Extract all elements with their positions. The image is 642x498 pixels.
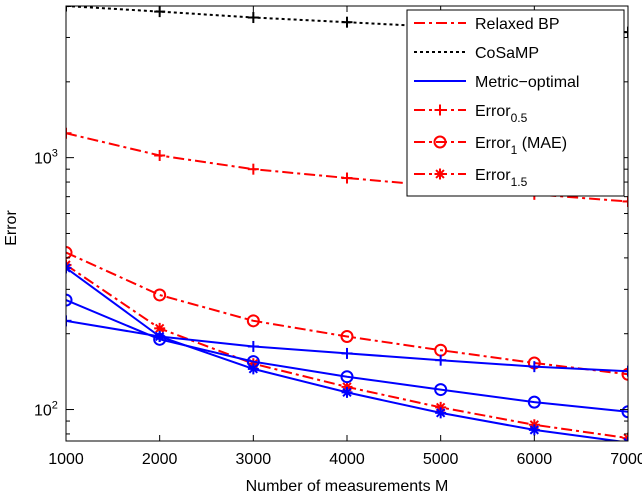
data-point-4-0 bbox=[66, 315, 72, 327]
data-point-1-0 bbox=[66, 127, 72, 139]
data-point-2-0 bbox=[66, 246, 73, 260]
data-point-5-4 bbox=[434, 383, 448, 397]
data-point-6-5 bbox=[528, 424, 540, 436]
legend-marker-5 bbox=[434, 168, 446, 180]
legend-label-5: Error1.5 bbox=[475, 167, 528, 189]
x-tick-label-1: 2000 bbox=[142, 451, 178, 468]
data-point-1-6 bbox=[622, 195, 628, 207]
data-point-6-1 bbox=[154, 330, 166, 342]
data-point-2-3 bbox=[340, 329, 354, 343]
legend-label-2: Metric−optimal bbox=[475, 74, 579, 91]
data-point-6-0 bbox=[66, 262, 72, 274]
legend: Relaxed BP CoSaMP Metric−optimal Error0.5 Er… bbox=[406, 9, 625, 197]
data-point-6-6 bbox=[623, 436, 628, 441]
data-point-0-3 bbox=[341, 16, 353, 28]
legend-label-3: Error0.5 bbox=[475, 103, 528, 125]
x-axis-label: Number of measurements M bbox=[246, 478, 449, 495]
x-tick-label-5: 6000 bbox=[517, 451, 553, 468]
x-tick-label-3: 4000 bbox=[329, 451, 365, 468]
data-point-6-4 bbox=[435, 407, 447, 419]
data-point-1-1 bbox=[154, 149, 166, 161]
data-point-4-2 bbox=[247, 340, 259, 352]
legend-label-4: Error1 (MAE) bbox=[475, 135, 567, 157]
data-point-5-3 bbox=[340, 370, 354, 384]
data-point-2-1 bbox=[153, 288, 167, 302]
x-tick-label-2: 3000 bbox=[236, 451, 272, 468]
data-point-6-3 bbox=[341, 386, 353, 398]
legend-label-1: CoSaMP bbox=[475, 45, 539, 62]
data-point-4-6 bbox=[622, 365, 628, 377]
x-tick-label-0: 1000 bbox=[48, 451, 84, 468]
y-tick-label-0: 102 bbox=[34, 400, 58, 420]
data-point-4-4 bbox=[435, 354, 447, 366]
legend-marker-4 bbox=[433, 135, 447, 149]
data-point-0-2 bbox=[247, 12, 259, 24]
data-point-5-0 bbox=[66, 293, 73, 307]
series-group bbox=[66, 6, 628, 441]
plot-area bbox=[66, 6, 628, 441]
data-point-6-2 bbox=[247, 363, 259, 375]
data-point-4-5 bbox=[528, 361, 540, 373]
x-tick-label-6: 7000 bbox=[610, 451, 642, 468]
y-tick-label-1: 103 bbox=[34, 148, 58, 168]
legend-box bbox=[406, 9, 625, 197]
x-tick-label-4: 5000 bbox=[423, 451, 459, 468]
legend-marker-3 bbox=[434, 104, 446, 116]
data-point-4-3 bbox=[341, 347, 353, 359]
data-point-1-2 bbox=[247, 163, 259, 175]
legend-label-0: Relaxed BP bbox=[475, 16, 560, 33]
data-point-5-5 bbox=[527, 395, 541, 409]
data-point-1-3 bbox=[341, 172, 353, 184]
y-axis-label: Error bbox=[3, 210, 20, 246]
axes: 1000 2000 3000 4000 5000 6000 7000 102 103 bbox=[34, 5, 642, 468]
data-point-5-6 bbox=[621, 405, 628, 419]
data-point-2-6 bbox=[621, 367, 628, 381]
data-point-2-2 bbox=[246, 314, 260, 328]
